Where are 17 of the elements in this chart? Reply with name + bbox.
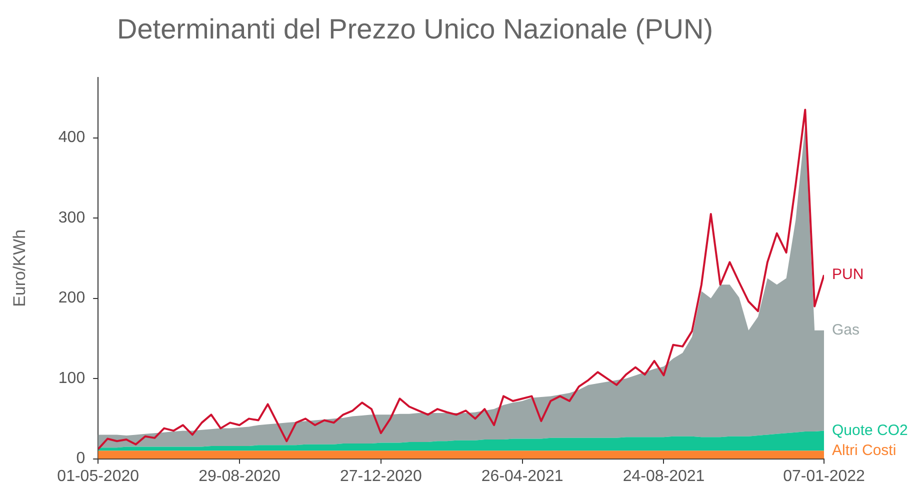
y-axis-title: Euro/KWh — [10, 229, 29, 307]
y-tick-label: 200 — [58, 290, 86, 307]
series-label: Quote CO2 — [832, 422, 908, 439]
x-tick-label: 29-08-2020 — [198, 468, 281, 485]
x-tick-label: 26-04-2021 — [481, 468, 564, 485]
x-tick-label: 24-08-2021 — [622, 468, 705, 485]
chart-title: Determinanti del Prezzo Unico Nazionale (PUN) — [116, 14, 714, 45]
series-label: Gas — [832, 322, 860, 339]
x-tick-label: 07-01-2022 — [783, 468, 866, 485]
series-label: PUN — [832, 266, 864, 284]
series-label: Altri Costi — [832, 442, 896, 459]
x-tick-label: 27-12-2020 — [340, 468, 422, 485]
x-tick-label: 01-05-2020 — [57, 468, 140, 485]
y-tick-label: 300 — [58, 209, 86, 226]
y-tick-label: 100 — [58, 370, 86, 387]
y-tick-label: 400 — [58, 129, 86, 146]
y-tick-label: 0 — [76, 450, 86, 468]
